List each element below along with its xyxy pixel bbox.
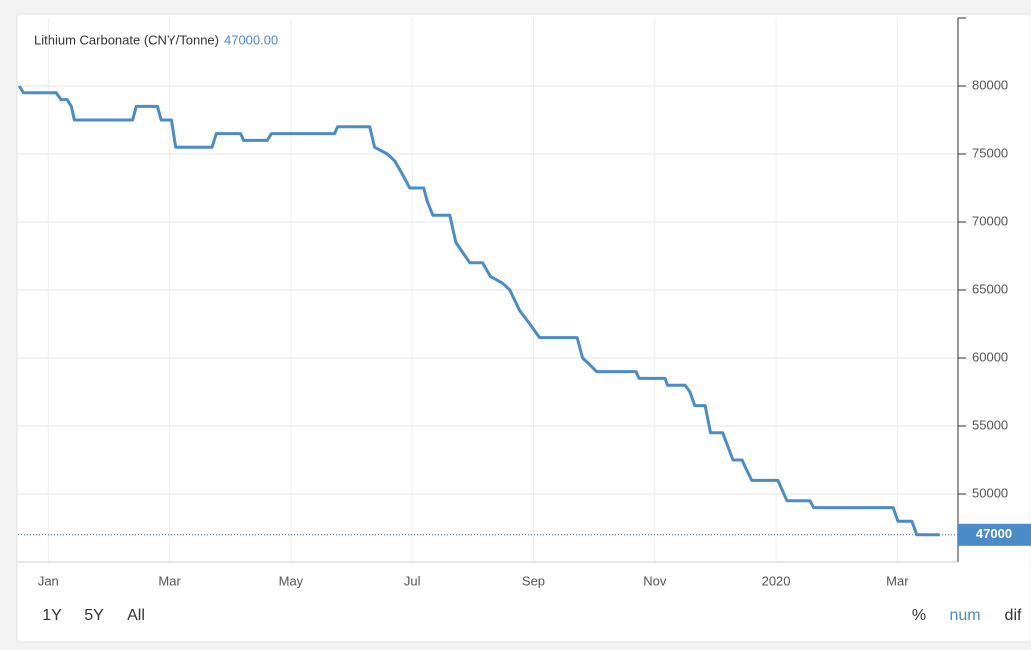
- x-tick-label: May: [279, 573, 304, 588]
- x-tick-label: Mar: [886, 573, 909, 588]
- x-tick-label: 2020: [762, 573, 791, 588]
- last-value-box: [958, 523, 1031, 546]
- x-tick-label: Mar: [158, 573, 181, 588]
- y-tick-label: 55000: [972, 417, 1008, 432]
- x-tick-label: Jul: [404, 573, 421, 588]
- y-tick-label: 80000: [972, 77, 1008, 92]
- x-tick-label: Nov: [643, 573, 667, 588]
- y-tick-label: 70000: [972, 213, 1008, 228]
- x-tick-label: Jan: [38, 573, 59, 588]
- y-tick-label: 50000: [972, 485, 1008, 500]
- y-tick-label: 60000: [972, 349, 1008, 364]
- x-tick-label: Sep: [522, 573, 545, 588]
- mode-button[interactable]: dif: [1005, 607, 1022, 624]
- range-button[interactable]: 5Y: [84, 607, 104, 624]
- chart-title: Lithium Carbonate (CNY/Tonne): [34, 32, 219, 47]
- header-value: 47000.00: [224, 32, 278, 47]
- card: [16, 13, 1031, 643]
- range-button[interactable]: All: [127, 607, 145, 624]
- y-tick-label: 75000: [972, 145, 1008, 160]
- series-line: [17, 85, 940, 537]
- y-tick-label: 65000: [972, 281, 1008, 296]
- range-button[interactable]: 1Y: [42, 607, 62, 624]
- mode-button[interactable]: %: [912, 607, 926, 624]
- last-value-label: 47000: [976, 526, 1012, 541]
- mode-button[interactable]: num: [949, 607, 980, 624]
